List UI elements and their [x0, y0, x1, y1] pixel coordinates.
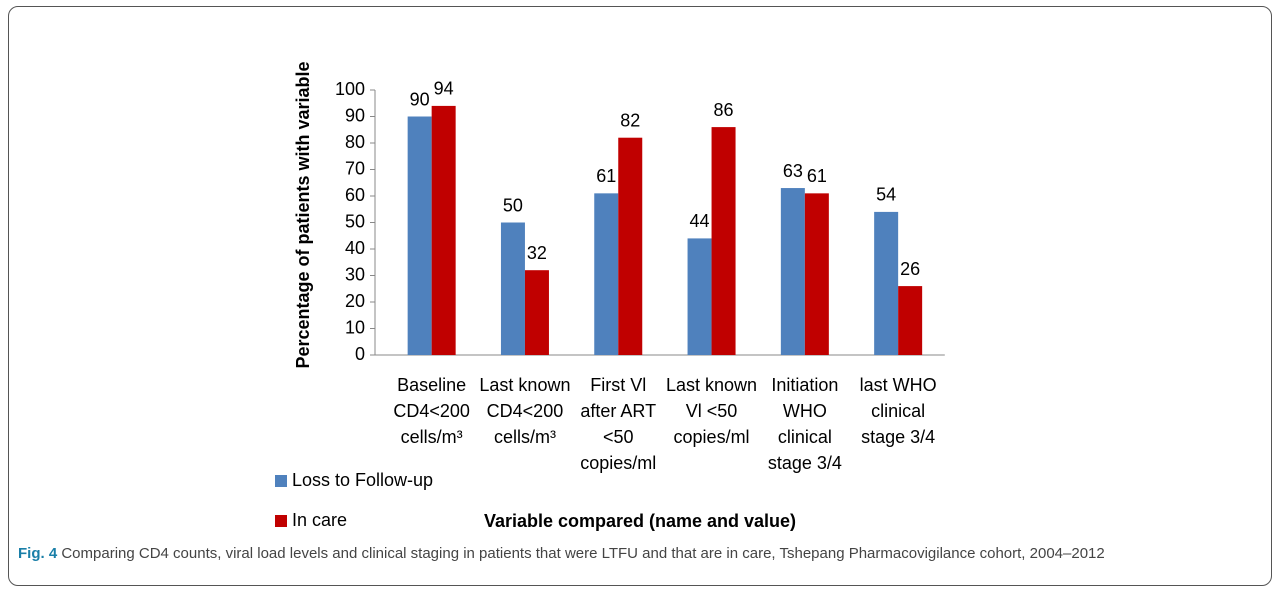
data-label: 63 — [783, 161, 803, 181]
data-label: 44 — [690, 211, 710, 231]
x-tick-label: last WHO clinical stage 3/4 — [860, 375, 937, 447]
bar — [594, 193, 619, 355]
y-tick-label: 50 — [345, 211, 365, 231]
x-tick-label: First Vl after ART <50 copies/ml — [580, 375, 656, 473]
bar — [618, 137, 643, 355]
figure-label: Fig. 4 — [18, 545, 58, 562]
legend-swatch — [275, 475, 287, 487]
bar — [687, 238, 712, 355]
x-tick-label: Baseline CD4<200 cells/m³ — [393, 375, 470, 447]
bar — [898, 286, 923, 355]
data-label: 61 — [807, 166, 827, 186]
x-axis-title: Variable compared (name and value) — [484, 511, 796, 531]
data-label: 50 — [503, 195, 523, 215]
y-tick-label: 60 — [345, 185, 365, 205]
data-label: 32 — [527, 243, 547, 263]
y-tick-label: 0 — [355, 344, 365, 364]
data-label: 86 — [714, 100, 734, 120]
x-tick-label: Initiation WHO clinical stage 3/4 — [768, 375, 842, 473]
y-tick-label: 10 — [345, 317, 365, 337]
caption-text: Comparing CD4 counts, viral load levels … — [61, 545, 1105, 562]
bar — [874, 211, 899, 355]
y-tick-label: 30 — [345, 264, 365, 284]
bar — [780, 188, 805, 355]
y-tick-label: 70 — [345, 158, 365, 178]
bar — [804, 193, 829, 355]
figure-frame — [8, 6, 1272, 586]
y-tick-label: 40 — [345, 238, 365, 258]
data-label: 90 — [410, 89, 430, 109]
data-label: 82 — [620, 110, 640, 130]
y-tick-label: 20 — [345, 291, 365, 311]
data-label: 94 — [434, 79, 454, 99]
bar — [500, 222, 525, 355]
y-tick-label: 100 — [335, 79, 365, 99]
y-tick-label: 80 — [345, 132, 365, 152]
bar — [711, 127, 736, 355]
legend-label: In care — [292, 510, 347, 530]
data-label: 54 — [876, 185, 896, 205]
bar — [524, 270, 549, 355]
y-tick-label: 90 — [345, 105, 365, 125]
y-axis-title: Percentage of patients with variable — [293, 61, 313, 368]
data-label: 26 — [900, 259, 920, 279]
bar — [407, 116, 432, 355]
x-tick-label: Last known Vl <50 copies/ml — [666, 375, 757, 447]
caption: Fig. 4 Comparing CD4 counts, viral load … — [18, 543, 1263, 565]
x-tick-label: Last known CD4<200 cells/m³ — [479, 375, 570, 447]
legend-swatch — [275, 515, 287, 527]
bar — [431, 105, 456, 356]
data-label: 61 — [596, 166, 616, 186]
legend-label: Loss to Follow-up — [292, 470, 433, 490]
